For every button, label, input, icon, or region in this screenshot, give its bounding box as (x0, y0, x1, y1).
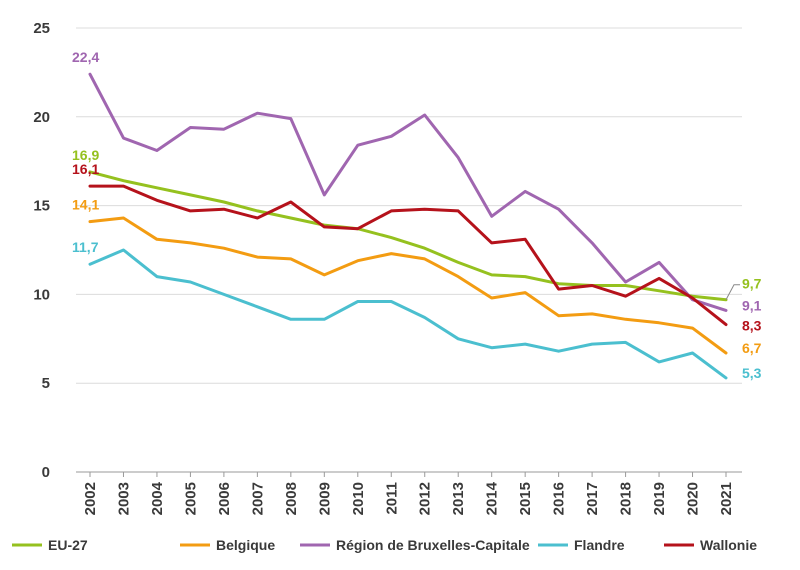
end-value-label: 9,7 (742, 276, 762, 292)
x-tick-label: 2010 (350, 482, 367, 515)
series-line-r-gion-de-bruxelles-capitale (88, 72, 728, 312)
series-lines (88, 72, 728, 380)
y-axis: 0 5 10 15 20 25 (33, 20, 50, 481)
start-value-label: 11,7 (72, 239, 99, 255)
x-tick-label: 2008 (283, 482, 300, 515)
x-tick-label: 2006 (216, 482, 233, 515)
x-tick-label: 2003 (115, 482, 132, 515)
y-tick-label: 0 (42, 464, 50, 481)
legend-item-label: Wallonie (700, 537, 757, 553)
series-line-flandre (88, 248, 728, 380)
end-value-label: 9,1 (742, 297, 762, 313)
x-tick-label: 2012 (417, 482, 434, 515)
series-line-eu-27 (88, 170, 728, 302)
legend-item-label: EU-27 (48, 537, 88, 553)
end-value-label: 5,3 (742, 365, 762, 381)
start-value-label: 16,1 (72, 161, 99, 177)
x-tick-label: 2005 (182, 482, 199, 515)
y-tick-label: 15 (33, 198, 50, 215)
start-value-label: 22,4 (72, 49, 99, 65)
x-tick-label: 2007 (249, 482, 266, 515)
gridlines (76, 27, 742, 473)
x-tick-label: 2020 (685, 482, 702, 515)
x-tick-label: 2009 (316, 482, 333, 515)
x-tick-label: 2016 (551, 482, 568, 515)
series-line-wallonie (88, 184, 728, 327)
y-tick-label: 10 (33, 286, 50, 303)
x-tick-label: 2018 (618, 482, 635, 515)
x-tick-label: 2017 (584, 482, 601, 515)
start-value-label: 16,9 (72, 147, 99, 163)
legend-item-label: Région de Bruxelles-Capitale (336, 537, 530, 553)
legend-item-label: Flandre (574, 537, 625, 553)
x-tick-label: 2011 (383, 482, 400, 515)
end-label-leader (725, 284, 740, 300)
end-value-label: 6,7 (742, 340, 762, 356)
legend-item-label: Belgique (216, 537, 275, 553)
series-line-belgique (88, 216, 728, 355)
x-tick-label: 2015 (517, 482, 534, 515)
y-tick-label: 20 (33, 109, 50, 126)
x-tick-label: 2013 (450, 482, 467, 515)
data-labels: 16,9 14,1 22,4 11,7 16,1 9,7 9,1 8,3 6,7 5,3 (72, 49, 762, 381)
x-tick-label: 2014 (484, 481, 501, 515)
x-tick-label: 2004 (149, 481, 166, 515)
y-tick-label: 5 (42, 375, 50, 392)
end-value-label: 8,3 (742, 317, 762, 333)
x-axis: 2002 2003 2004 2005 2006 2007 2008 2009 2010 2011… (82, 472, 735, 515)
x-tick-label: 2002 (82, 482, 99, 515)
x-tick-label: 2019 (651, 482, 668, 515)
legend: EU-27 Belgique Région de Bruxelles-Capital… (12, 537, 757, 553)
x-tick-label: 2021 (718, 482, 735, 515)
y-tick-label: 25 (33, 20, 50, 37)
start-value-label: 14,1 (72, 197, 99, 213)
